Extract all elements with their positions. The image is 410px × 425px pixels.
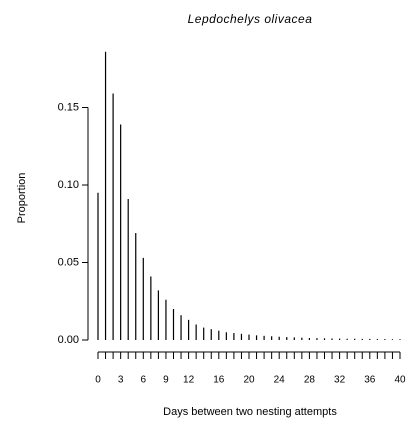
x-tick-label: 9	[163, 375, 169, 386]
x-tick-label: 20	[243, 375, 255, 386]
chart-title: Lepdochelys olivacea	[188, 12, 313, 26]
x-tick-label: 12	[183, 375, 195, 386]
x-tick-label: 32	[334, 375, 346, 386]
x-tick-label: 28	[304, 375, 316, 386]
x-tick-label: 3	[118, 375, 124, 386]
x-tick-label: 24	[274, 375, 286, 386]
x-axis-label: Days between two nesting attempts	[163, 406, 337, 418]
x-tick-label: 40	[394, 375, 406, 386]
x-tick-label: 36	[364, 375, 376, 386]
x-tick-label: 0	[95, 375, 101, 386]
y-axis-label: Proportion	[16, 173, 28, 224]
x-tick-label: 16	[213, 375, 225, 386]
y-tick-label: 0.15	[58, 101, 79, 113]
y-tick-label: 0.00	[58, 334, 79, 346]
y-tick-label: 0.05	[58, 256, 79, 268]
x-tick-label: 6	[141, 375, 147, 386]
y-tick-label: 0.10	[58, 179, 79, 191]
